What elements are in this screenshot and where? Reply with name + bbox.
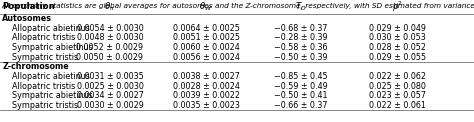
Text: 0.022 ± 0.061: 0.022 ± 0.061	[369, 101, 426, 110]
Text: 0.0051 ± 0.0025: 0.0051 ± 0.0025	[173, 34, 240, 42]
Text: 0.0034 ± 0.0027: 0.0034 ± 0.0027	[76, 91, 144, 100]
Text: 0.0025 ± 0.0030: 0.0025 ± 0.0030	[76, 82, 144, 91]
Text: Z-chromosome: Z-chromosome	[2, 62, 69, 71]
Text: $\theta_\pi$: $\theta_\pi$	[104, 1, 116, 13]
Text: Sympatric abietinus: Sympatric abietinus	[12, 43, 92, 52]
Text: 0.0035 ± 0.0023: 0.0035 ± 0.0023	[173, 101, 240, 110]
Text: Sympatric abietinus: Sympatric abietinus	[12, 91, 92, 100]
Text: −0.58 ± 0.36: −0.58 ± 0.36	[274, 43, 328, 52]
Text: 0.0031 ± 0.0035: 0.0031 ± 0.0035	[77, 72, 143, 81]
Text: Sympatric tristis: Sympatric tristis	[12, 53, 78, 62]
Text: 0.029 ± 0.049: 0.029 ± 0.049	[369, 24, 426, 33]
Text: 0.0048 ± 0.0030: 0.0048 ± 0.0030	[77, 34, 143, 42]
Text: 0.0064 ± 0.0025: 0.0064 ± 0.0025	[173, 24, 240, 33]
Text: −0.85 ± 0.45: −0.85 ± 0.45	[274, 72, 328, 81]
Text: −0.50 ± 0.39: −0.50 ± 0.39	[274, 53, 328, 62]
Text: 0.0052 ± 0.0029: 0.0052 ± 0.0029	[76, 43, 144, 52]
Text: 0.0050 ± 0.0029: 0.0050 ± 0.0029	[76, 53, 144, 62]
Text: Sympatric tristis: Sympatric tristis	[12, 101, 78, 110]
Text: −0.28 ± 0.39: −0.28 ± 0.39	[274, 34, 328, 42]
Text: 0.0054 ± 0.0030: 0.0054 ± 0.0030	[77, 24, 143, 33]
Text: Allopatric abietinus: Allopatric abietinus	[12, 72, 90, 81]
Text: 0.023 ± 0.057: 0.023 ± 0.057	[369, 91, 426, 100]
Text: 0.0030 ± 0.0029: 0.0030 ± 0.0029	[76, 101, 144, 110]
Text: 0.0039 ± 0.0022: 0.0039 ± 0.0022	[173, 91, 240, 100]
Text: 0.0060 ± 0.0024: 0.0060 ± 0.0024	[173, 43, 239, 52]
Text: Allopatric abietinus: Allopatric abietinus	[12, 24, 90, 33]
Text: $T_D$: $T_D$	[295, 1, 307, 13]
Text: 0.025 ± 0.080: 0.025 ± 0.080	[369, 82, 426, 91]
Text: All summary statistics are global averages for autosomes and the Z-chromosome, r: All summary statistics are global averag…	[1, 3, 474, 9]
Text: 0.0056 ± 0.0024: 0.0056 ± 0.0024	[173, 53, 240, 62]
Text: −0.68 ± 0.37: −0.68 ± 0.37	[274, 24, 328, 33]
Text: 0.030 ± 0.053: 0.030 ± 0.053	[369, 34, 426, 42]
Text: −0.59 ± 0.49: −0.59 ± 0.49	[274, 82, 328, 91]
Text: 0.029 ± 0.055: 0.029 ± 0.055	[369, 53, 426, 62]
Text: Autosomes: Autosomes	[2, 14, 52, 23]
Text: Allopatric tristis: Allopatric tristis	[12, 82, 75, 91]
Text: 0.022 ± 0.062: 0.022 ± 0.062	[369, 72, 426, 81]
Text: Population: Population	[2, 2, 55, 11]
Text: −0.50 ± 0.41: −0.50 ± 0.41	[274, 91, 328, 100]
Text: −0.66 ± 0.37: −0.66 ± 0.37	[274, 101, 328, 110]
Text: 0.0028 ± 0.0024: 0.0028 ± 0.0024	[173, 82, 240, 91]
Text: 0.028 ± 0.052: 0.028 ± 0.052	[369, 43, 426, 52]
Text: 0.0038 ± 0.0027: 0.0038 ± 0.0027	[173, 72, 240, 81]
Text: $\theta_W$: $\theta_W$	[200, 1, 213, 13]
Text: Allopatric tristis: Allopatric tristis	[12, 34, 75, 42]
Text: $\rho^2$: $\rho^2$	[392, 0, 403, 14]
